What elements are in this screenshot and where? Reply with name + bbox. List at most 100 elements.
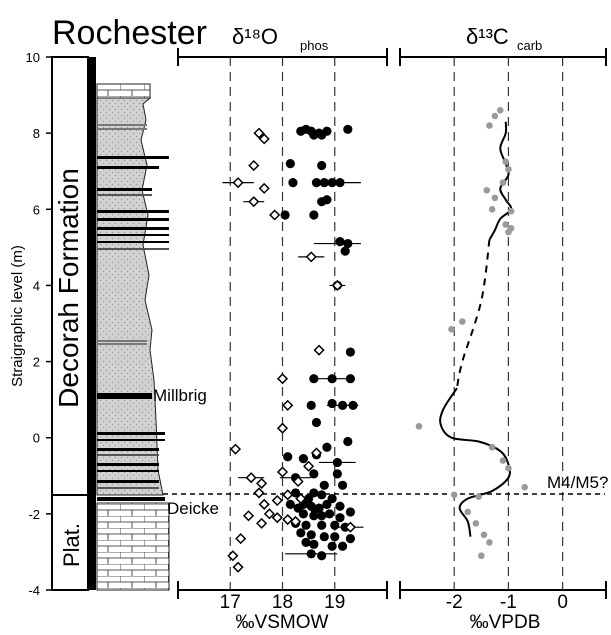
limestone-top (96, 83, 151, 99)
o-filled-point (332, 469, 342, 479)
o-filled-point (280, 210, 290, 220)
thin-bed (97, 227, 169, 230)
o-filled-point (335, 501, 345, 511)
o-tick-label: 17 (220, 592, 241, 613)
o-open-point (258, 498, 270, 510)
o-filled-point (317, 160, 327, 171)
thin-beds (97, 124, 169, 489)
thin-bed (97, 463, 159, 466)
o-open-point (232, 561, 244, 573)
thin-bed (97, 448, 159, 451)
o-open-point (256, 477, 268, 489)
c-point (505, 228, 512, 236)
c-point (507, 207, 515, 215)
o-axis-label: ‰VSMOW (236, 612, 329, 633)
o-open-point (303, 460, 315, 472)
thin-bed (97, 188, 152, 191)
c-point (505, 166, 512, 173)
o-filled-point (319, 480, 329, 490)
o-filled-point (306, 400, 316, 410)
c-tick-label: -2 (446, 592, 463, 613)
o-filled-point (285, 499, 295, 509)
o-filled-point (317, 551, 327, 561)
c-point (502, 221, 510, 228)
o-filled-point (288, 178, 298, 188)
c-point (486, 122, 493, 129)
o-open-point (282, 489, 294, 501)
c-point (450, 491, 458, 499)
o-filled-point (317, 520, 327, 530)
c-tick-label: -1 (500, 592, 517, 613)
c-points-series (415, 107, 528, 560)
thin-bed (97, 166, 159, 169)
o-filled-point (317, 511, 327, 521)
o-filled-point (337, 541, 348, 551)
thin-bed (97, 210, 169, 213)
millbrig-bed (97, 393, 152, 399)
thin-bed (97, 124, 147, 126)
black-unit-bar (88, 57, 96, 590)
o-open-point (253, 127, 265, 139)
c-point (488, 205, 496, 213)
o-filled-point (309, 210, 319, 220)
c-point (464, 508, 472, 516)
plat-label: Plat. (59, 523, 84, 567)
o-filled-point (306, 549, 316, 559)
o-filled-point (335, 513, 345, 523)
o-filled-point (327, 541, 337, 551)
o-filled-point (322, 442, 332, 452)
o-open-point (248, 159, 260, 172)
thin-bed (97, 470, 159, 472)
panel-o-title-main: δ¹⁸O (232, 24, 278, 49)
thin-bed (97, 480, 159, 483)
c-point (483, 186, 491, 194)
o-open-point (271, 512, 283, 524)
o-filled-series (280, 124, 358, 561)
o-open-point (292, 475, 304, 488)
o-filled-point (311, 417, 322, 428)
o-filled-point (327, 178, 337, 188)
thin-bed (97, 241, 169, 243)
thin-bed (97, 128, 147, 130)
o-open-point (229, 443, 242, 455)
c-point (486, 539, 493, 546)
c-gridlines (453, 57, 564, 590)
o-filled-point (327, 398, 337, 409)
c-point (472, 520, 480, 527)
thin-bed (97, 454, 159, 456)
c-point (505, 464, 512, 472)
o-filled-point (301, 537, 311, 548)
chart-title: Rochester (52, 14, 207, 52)
o-filled-point (322, 499, 332, 509)
c-point (499, 457, 507, 464)
o-filled-point (317, 130, 327, 140)
o-open-point (310, 447, 323, 459)
formation-box (51, 56, 89, 496)
thin-bed (97, 340, 147, 342)
o-open-series (227, 127, 356, 573)
c-axis-label: ‰VPDB (470, 612, 541, 633)
o-open-point (313, 344, 325, 356)
o-filled-point (345, 534, 356, 544)
thin-bed (97, 343, 147, 345)
o-filled-point (285, 159, 295, 169)
o-tick-label: 19 (324, 592, 345, 613)
c-point (491, 194, 499, 202)
thin-bed (97, 248, 169, 250)
c-point (475, 493, 482, 501)
y-axis-ticks: 10 8 6 4 2 0 -2 -4 (26, 50, 52, 598)
o-filled-point (343, 436, 353, 447)
o-filled-point (296, 528, 306, 538)
o-filled-point (343, 238, 353, 249)
c-point (448, 325, 455, 333)
o-filled-point (343, 124, 353, 134)
o-open-point (295, 493, 307, 505)
o-filled-point (309, 511, 319, 521)
o-filled-point (345, 507, 356, 517)
o-open-point (245, 472, 257, 484)
o-open-point (276, 373, 289, 385)
c-trend-upper (488, 121, 513, 241)
o-filled-point (335, 178, 345, 188)
o-filled-point (309, 539, 319, 549)
